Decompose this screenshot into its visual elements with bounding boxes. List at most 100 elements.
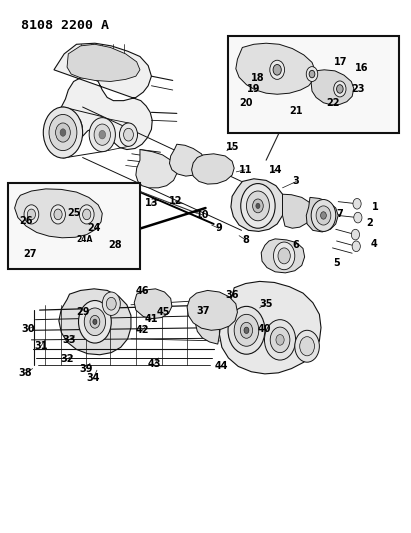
Text: 17: 17: [334, 58, 348, 67]
Circle shape: [83, 209, 91, 220]
Text: 31: 31: [34, 341, 48, 351]
Text: 14: 14: [269, 165, 283, 175]
Text: 25: 25: [67, 208, 81, 218]
Polygon shape: [282, 194, 313, 228]
Text: 39: 39: [79, 364, 92, 374]
Text: 30: 30: [21, 324, 35, 334]
Circle shape: [79, 205, 94, 224]
Circle shape: [60, 129, 66, 136]
Text: 40: 40: [258, 324, 271, 334]
Circle shape: [241, 183, 275, 228]
Circle shape: [270, 60, 284, 79]
Circle shape: [253, 199, 263, 213]
Text: 8108 2200 A: 8108 2200 A: [21, 19, 109, 33]
Circle shape: [321, 212, 326, 219]
Circle shape: [244, 327, 249, 334]
Polygon shape: [195, 300, 229, 344]
Text: 38: 38: [18, 368, 32, 378]
Text: 32: 32: [60, 354, 74, 364]
Text: 5: 5: [333, 259, 340, 268]
Polygon shape: [45, 112, 83, 150]
Circle shape: [278, 248, 290, 264]
Bar: [228, 36, 399, 133]
Circle shape: [334, 81, 346, 97]
Polygon shape: [15, 189, 102, 238]
Circle shape: [27, 209, 35, 220]
Polygon shape: [219, 281, 321, 374]
Polygon shape: [231, 179, 284, 231]
Circle shape: [311, 199, 336, 231]
Text: 33: 33: [63, 335, 76, 345]
Circle shape: [351, 229, 360, 240]
Circle shape: [54, 209, 62, 220]
Text: 8: 8: [242, 235, 249, 245]
Text: 46: 46: [136, 286, 150, 296]
Circle shape: [295, 330, 319, 362]
Text: 35: 35: [259, 298, 272, 309]
Circle shape: [49, 115, 77, 151]
Circle shape: [273, 242, 295, 270]
Circle shape: [265, 320, 296, 360]
Text: 42: 42: [135, 325, 149, 335]
Text: 4: 4: [371, 239, 378, 248]
Text: 29: 29: [76, 307, 89, 317]
Text: 2: 2: [366, 218, 373, 228]
Text: 45: 45: [157, 307, 171, 317]
Text: 44: 44: [214, 361, 228, 372]
Circle shape: [354, 212, 362, 223]
Polygon shape: [311, 70, 354, 105]
Text: 15: 15: [226, 142, 240, 152]
Text: 22: 22: [326, 98, 339, 108]
Circle shape: [353, 198, 361, 209]
Polygon shape: [187, 290, 238, 330]
Text: 37: 37: [196, 306, 210, 316]
Polygon shape: [261, 239, 305, 273]
Circle shape: [84, 308, 106, 336]
Circle shape: [256, 203, 260, 208]
Polygon shape: [134, 289, 172, 319]
Circle shape: [316, 206, 331, 225]
Circle shape: [337, 85, 343, 93]
Text: 10: 10: [196, 210, 209, 220]
Text: 24A: 24A: [76, 235, 92, 244]
Text: 27: 27: [23, 249, 37, 259]
Circle shape: [306, 67, 318, 82]
Circle shape: [270, 327, 290, 353]
Text: 19: 19: [247, 84, 261, 94]
Polygon shape: [136, 150, 177, 188]
Polygon shape: [67, 44, 140, 82]
Text: 43: 43: [148, 359, 162, 369]
Circle shape: [106, 297, 116, 310]
Text: 1: 1: [372, 202, 379, 212]
Text: 9: 9: [215, 223, 222, 233]
Text: 20: 20: [239, 98, 252, 108]
Circle shape: [90, 316, 100, 328]
Text: 34: 34: [87, 373, 100, 383]
Circle shape: [94, 124, 111, 146]
Text: 3: 3: [292, 176, 299, 187]
Circle shape: [43, 107, 83, 158]
Text: 13: 13: [145, 198, 158, 208]
Text: 12: 12: [169, 196, 182, 206]
Circle shape: [55, 123, 70, 142]
Circle shape: [309, 70, 315, 78]
Circle shape: [234, 314, 259, 346]
Circle shape: [99, 131, 106, 139]
Circle shape: [51, 205, 65, 224]
Text: 6: 6: [292, 240, 299, 250]
Circle shape: [93, 319, 97, 325]
Text: 11: 11: [238, 165, 252, 175]
Text: 24: 24: [87, 223, 101, 233]
Circle shape: [352, 241, 360, 252]
Text: 26: 26: [19, 216, 33, 226]
Polygon shape: [236, 43, 315, 94]
Polygon shape: [169, 144, 206, 176]
Circle shape: [300, 337, 314, 356]
Circle shape: [276, 335, 284, 345]
Circle shape: [273, 64, 281, 75]
Circle shape: [124, 128, 134, 141]
Polygon shape: [306, 197, 338, 232]
Text: 21: 21: [290, 106, 303, 116]
Circle shape: [247, 191, 269, 221]
Circle shape: [228, 306, 265, 354]
